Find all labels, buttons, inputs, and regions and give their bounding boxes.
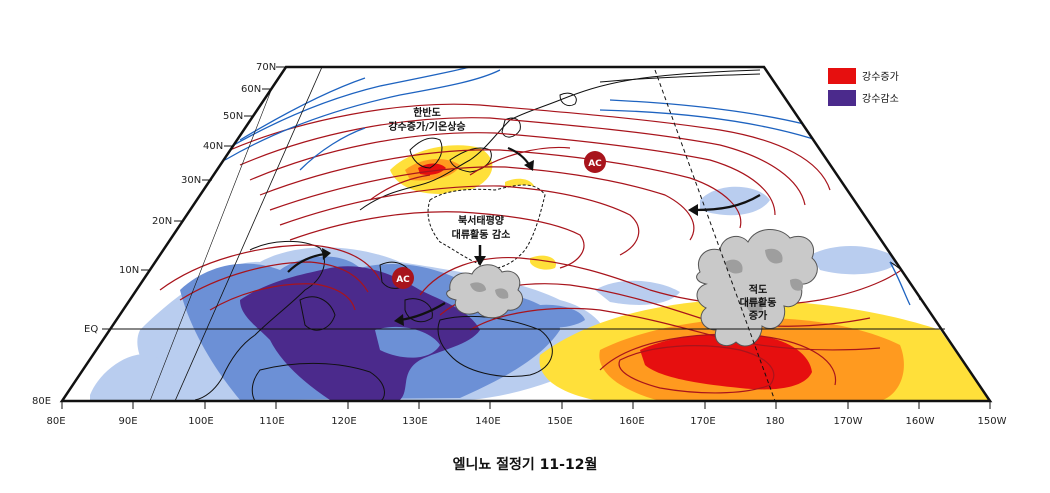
nwp-annotation-line: 대류활동 감소 [452, 228, 511, 241]
lat-label: 50N [223, 111, 243, 122]
lon-label: 150E [547, 416, 572, 427]
korea-annotation-line: 한반도 [413, 106, 441, 119]
dateline [654, 69, 776, 401]
lat-label: 40N [203, 141, 223, 152]
lon-ticks [61, 401, 991, 409]
arrow-head-icon [524, 160, 534, 171]
equatorial-cloud [696, 229, 818, 347]
lat-label: EQ [84, 324, 98, 335]
nwp-annotation-line: 북서태평양 [458, 214, 505, 227]
lat-label: 20N [152, 216, 172, 227]
lon-labels: 80E 90E 100E 110E 120E 130E 140E 150E 16… [46, 416, 1006, 427]
figure-caption: 엘니뇨 절정기 11-12월 [452, 457, 598, 473]
arrow-icon [399, 302, 446, 322]
eq-annotation-line: 적도 [749, 283, 767, 296]
lat-ticks [141, 66, 286, 271]
eq-annotation-line: 증가 [749, 309, 768, 322]
nwp-cloud [446, 264, 523, 319]
nwp-convection-boundary [427, 184, 546, 269]
arrow-icon [694, 194, 761, 212]
lon-label: 110E [259, 416, 284, 427]
ac-label: AC [588, 159, 602, 169]
arrow-head-icon [688, 204, 698, 216]
contours-red [159, 103, 921, 394]
meridian-line-b [149, 87, 273, 401]
eq-annotation: 적도 대류활동 증가 [740, 283, 777, 322]
korea-annotation-line: 강수증가/기온상승 [388, 120, 465, 133]
lon-label: 120E [331, 416, 356, 427]
korea-annotation: 한반도 강수증가/기온상승 [388, 106, 465, 133]
legend-label-increase: 강수증가 [862, 71, 899, 83]
anticyclone-marker-philippine: AC [392, 267, 414, 289]
meridian-line-a [174, 67, 323, 401]
lon-label: 90E [118, 416, 137, 427]
legend-label-decrease: 강수감소 [862, 93, 899, 105]
lon-label: 130E [402, 416, 427, 427]
nwp-annotation: 북서태평양 대류활동 감소 [452, 214, 511, 241]
lat-label: 10N [119, 265, 139, 276]
lat-label: 80E [32, 396, 51, 407]
arrow-head-icon [394, 314, 404, 326]
lon-label: 100E [188, 416, 213, 427]
lon-label: 180 [765, 416, 784, 427]
lon-label: 170E [690, 416, 715, 427]
arrow-head-icon [322, 248, 331, 260]
legend: 강수증가 강수감소 [828, 68, 899, 106]
legend-swatch-increase [828, 68, 856, 84]
eq-annotation-line: 대류활동 [740, 296, 777, 309]
lon-label: 150W [978, 416, 1007, 427]
ac-label: AC [396, 275, 410, 285]
lat-labels: 70N 60N 50N 40N 30N 20N 10N EQ 80E [32, 62, 276, 407]
arrow-icon [287, 252, 326, 273]
arrow-heads [322, 160, 698, 326]
lon-label: 80E [46, 416, 65, 427]
lat-label: 30N [181, 175, 201, 186]
legend-swatch-decrease [828, 90, 856, 106]
down-arrow-icon [474, 245, 486, 266]
lat-label: 60N [241, 84, 261, 95]
lat-label: 70N [256, 62, 276, 73]
lon-label: 160E [619, 416, 644, 427]
lon-label: 170W [834, 416, 863, 427]
map-content [90, 67, 990, 401]
lon-label: 160W [906, 416, 935, 427]
coastlines [194, 69, 921, 401]
anticyclone-marker-pacific: AC [584, 151, 606, 173]
lon-label: 140E [475, 416, 500, 427]
